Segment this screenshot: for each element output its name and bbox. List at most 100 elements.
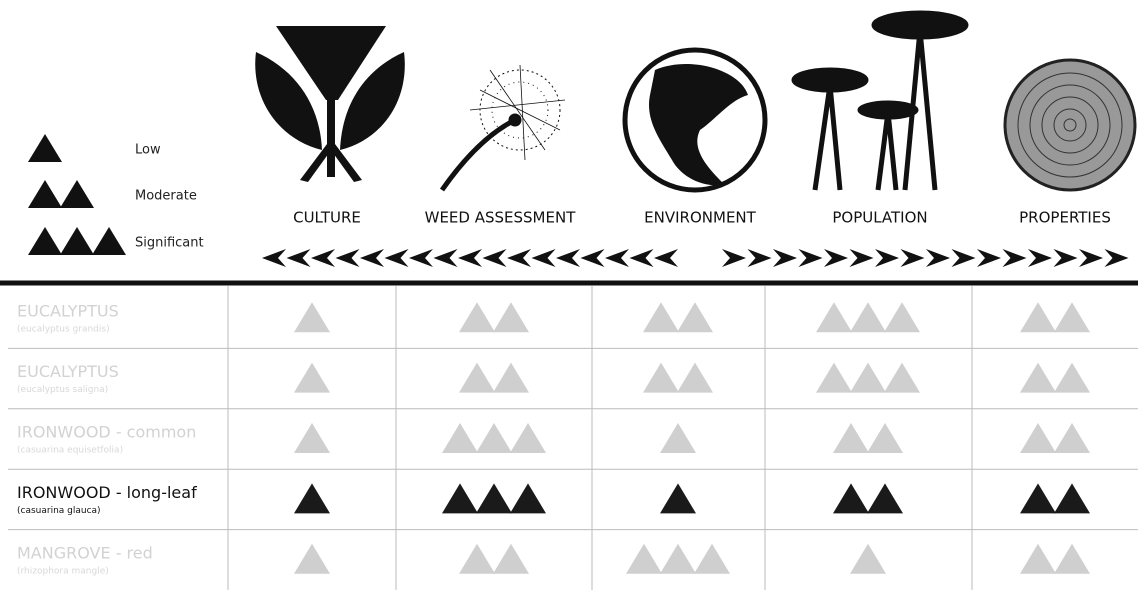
legend-mark bbox=[28, 134, 62, 162]
rating bbox=[626, 543, 730, 574]
triangle bbox=[294, 362, 330, 393]
triangle bbox=[493, 362, 529, 393]
chevron-left bbox=[286, 249, 311, 267]
triangle bbox=[28, 134, 62, 162]
legend-label: Significant bbox=[135, 236, 204, 251]
triangle bbox=[884, 362, 920, 393]
rating bbox=[294, 483, 330, 514]
triangle bbox=[442, 423, 478, 453]
species-scientific: (casuarina equisetfolia) bbox=[17, 446, 123, 456]
chevron-left bbox=[335, 249, 360, 267]
chevron-left bbox=[605, 249, 629, 267]
triangle bbox=[643, 302, 679, 333]
triangle bbox=[1020, 543, 1056, 574]
triangle bbox=[677, 302, 713, 333]
rating bbox=[850, 543, 886, 574]
triangle bbox=[677, 362, 713, 393]
triangle bbox=[1054, 302, 1090, 333]
rating bbox=[643, 362, 713, 393]
column-header: PROPERTIES bbox=[1019, 209, 1111, 227]
rating bbox=[294, 362, 330, 393]
rating bbox=[294, 302, 330, 333]
triangle bbox=[816, 302, 852, 333]
chevron-left bbox=[556, 249, 580, 267]
species-name: IRONWOOD - common bbox=[17, 423, 196, 442]
triangle bbox=[476, 423, 512, 453]
species-scientific: (casuarina glauca) bbox=[17, 506, 101, 516]
species-name: EUCALYPTUS bbox=[17, 302, 119, 321]
chevron-right bbox=[1053, 249, 1078, 267]
species-scientific: (eucalyptus grandis) bbox=[17, 325, 110, 335]
chevron-right bbox=[951, 249, 976, 267]
rating bbox=[1020, 302, 1090, 333]
triangle bbox=[1020, 423, 1056, 453]
rating bbox=[442, 483, 546, 514]
triangle bbox=[626, 543, 662, 574]
species-name: EUCALYPTUS bbox=[17, 362, 119, 381]
chevron-right bbox=[1002, 249, 1027, 267]
triangle bbox=[442, 483, 478, 514]
rating bbox=[660, 423, 696, 453]
triangle bbox=[294, 302, 330, 333]
triangle bbox=[1020, 362, 1056, 393]
chevron-right bbox=[977, 249, 1001, 267]
triangle bbox=[1054, 423, 1090, 453]
triangle bbox=[643, 362, 679, 393]
species-scientific: (eucalyptus saligna) bbox=[17, 385, 108, 395]
chevron-left bbox=[433, 249, 458, 267]
triangle bbox=[833, 483, 869, 514]
triangle bbox=[476, 483, 512, 514]
rating bbox=[833, 423, 903, 453]
weed-icon bbox=[439, 64, 566, 192]
rating bbox=[294, 543, 330, 574]
rating bbox=[459, 543, 529, 574]
legend-label: Moderate bbox=[135, 189, 197, 204]
legend-mark bbox=[28, 180, 94, 208]
table: CULTURE WEED ASSESSMENT ENVIRONMENT POPULAT… bbox=[8, 209, 1138, 590]
legend-mark bbox=[28, 227, 126, 255]
triangle bbox=[867, 483, 903, 514]
log-icon bbox=[1003, 58, 1137, 192]
legend: Low Moderate Significant bbox=[28, 134, 204, 255]
chevron-left bbox=[409, 249, 433, 267]
chevron-right bbox=[722, 249, 746, 267]
triangle bbox=[660, 423, 696, 453]
triangle bbox=[28, 180, 62, 208]
triangle bbox=[1020, 483, 1056, 514]
chevron-right bbox=[926, 249, 950, 267]
chevron-right bbox=[773, 249, 797, 267]
chevron-left bbox=[384, 249, 409, 267]
chevron-right bbox=[824, 249, 848, 267]
chevron-right bbox=[875, 249, 899, 267]
column-header: POPULATION bbox=[832, 209, 927, 227]
chevron-right bbox=[900, 249, 925, 267]
species-scientific: (rhizophora mangle) bbox=[17, 566, 109, 576]
chevron-left bbox=[482, 249, 507, 267]
triangle bbox=[459, 543, 495, 574]
chevron-left bbox=[654, 249, 678, 267]
triangle bbox=[28, 227, 62, 255]
chevron-right bbox=[1028, 249, 1052, 267]
rating bbox=[1020, 483, 1090, 514]
rating bbox=[442, 423, 546, 453]
chevron-left bbox=[629, 249, 654, 267]
triangle bbox=[1020, 302, 1056, 333]
triangle bbox=[459, 362, 495, 393]
chevron-right bbox=[747, 249, 772, 267]
triangle bbox=[294, 543, 330, 574]
column-header: WEED ASSESSMENT bbox=[425, 209, 577, 227]
rating bbox=[294, 423, 330, 453]
chevron-right bbox=[1079, 249, 1103, 267]
triangle bbox=[1054, 543, 1090, 574]
triangle bbox=[294, 423, 330, 453]
chevron-right bbox=[849, 249, 874, 267]
triangle bbox=[850, 302, 886, 333]
chevron-left bbox=[311, 249, 335, 267]
triangle bbox=[60, 180, 94, 208]
rating bbox=[1020, 362, 1090, 393]
triangle bbox=[850, 362, 886, 393]
chevron-right bbox=[1104, 249, 1129, 267]
rating bbox=[1020, 423, 1090, 453]
triangle bbox=[660, 483, 696, 514]
arrow-chevrons bbox=[262, 249, 1129, 267]
